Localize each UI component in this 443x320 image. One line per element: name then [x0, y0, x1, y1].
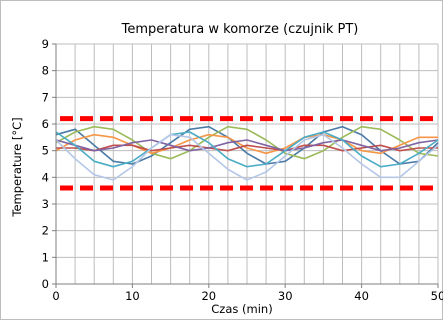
y-tick-label: 4 [42, 170, 49, 184]
x-tick-label: 20 [201, 289, 216, 303]
series-line-2 [55, 125, 439, 160]
y-tick-label: 8 [42, 64, 49, 78]
y-tick-label: 0 [42, 277, 49, 291]
y-tick-label: 6 [42, 117, 49, 131]
series-line-4 [56, 144, 438, 152]
x-tick-label: 0 [52, 289, 59, 303]
x-tick-label: 10 [125, 289, 140, 303]
series-line-3 [55, 133, 438, 155]
x-tick-label: 30 [278, 289, 293, 303]
x-tick-label: 50 [431, 289, 443, 303]
series-line-5 [55, 139, 439, 152]
y-tick-label: 1 [42, 250, 49, 264]
series-line-6 [55, 131, 439, 168]
x-tick-label: 40 [354, 289, 369, 303]
y-tick-label: 2 [42, 224, 49, 238]
y-tick-label: 3 [42, 197, 49, 211]
x-axis-label: Czas (min) [211, 302, 272, 316]
chart-title: Temperatura w komorze (czujnik PT) [121, 22, 359, 37]
series-line-7 [55, 133, 439, 181]
y-tick-label: 5 [42, 144, 49, 158]
y-tick-label: 7 [42, 90, 49, 104]
y-tick-label: 9 [42, 37, 49, 51]
y-axis-label: Temperature [°C] [10, 117, 24, 217]
series-line-1 [55, 125, 439, 165]
